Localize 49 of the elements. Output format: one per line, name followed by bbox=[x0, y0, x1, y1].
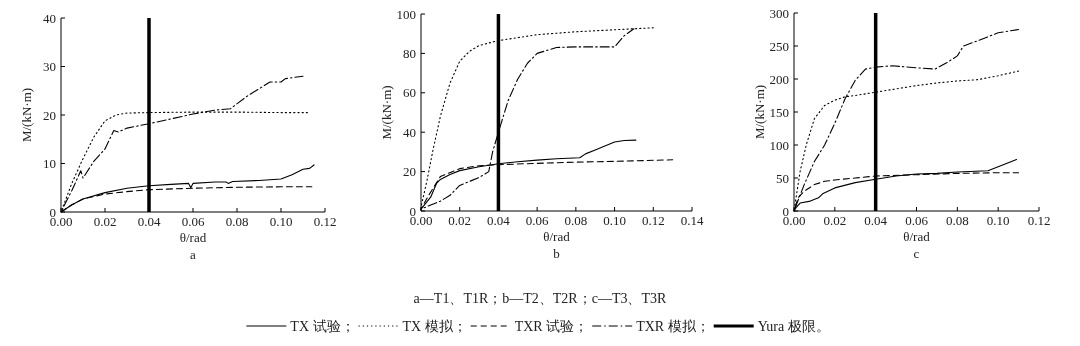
x-tick-label: 0.08 bbox=[564, 213, 588, 228]
legend-label: Yura 极限。 bbox=[757, 319, 830, 334]
x-tick-label: 0.12 bbox=[313, 214, 337, 229]
y-tick-label: 30 bbox=[43, 59, 56, 74]
y-tick-label: 50 bbox=[776, 170, 789, 186]
x-tick-label: 0.06 bbox=[181, 214, 205, 229]
text: c bbox=[913, 246, 920, 261]
legend-label: TXR 试验； bbox=[514, 319, 589, 334]
y-tick-label: 250 bbox=[769, 38, 789, 54]
x-axis-title: θ/rad bbox=[179, 230, 207, 245]
x-tick-label: 0.04 bbox=[487, 213, 511, 228]
x-tick-label: 0.02 bbox=[448, 213, 472, 228]
x-tick-label: 0.06 bbox=[905, 213, 929, 228]
y-axis-title: M/(kN·m) bbox=[752, 84, 767, 140]
x-tick-label: 0.12 bbox=[1027, 213, 1051, 228]
y-tick-label: 100 bbox=[396, 6, 416, 22]
legend-label: TX 模拟； bbox=[402, 319, 467, 334]
x-tick-label: 0.02 bbox=[823, 213, 847, 228]
y-tick-label: 20 bbox=[403, 164, 416, 180]
x-tick-label: 0.02 bbox=[93, 214, 117, 229]
x-tick-label: 0.14 bbox=[680, 213, 704, 228]
x-tick-label: 0.12 bbox=[641, 213, 665, 228]
legend-label: TX 试验； bbox=[290, 319, 355, 334]
x-axis-title: θ/rad bbox=[543, 229, 571, 244]
x-tick-label: 0.04 bbox=[864, 213, 888, 228]
y-tick-label: 40 bbox=[403, 124, 416, 140]
y-tick-label: 40 bbox=[43, 10, 56, 26]
x-tick-label: 0.08 bbox=[945, 213, 969, 228]
y-tick-label: 20 bbox=[43, 107, 56, 123]
x-axis-title: θ/rad bbox=[903, 229, 931, 244]
y-tick-label: 10 bbox=[43, 156, 56, 171]
y-tick-label: 100 bbox=[769, 137, 789, 153]
text: a bbox=[190, 247, 197, 262]
y-tick-label: 200 bbox=[769, 71, 789, 87]
y-axis-title: M/(kN·m) bbox=[19, 87, 34, 143]
y-tick-label: 300 bbox=[769, 5, 789, 21]
y-tick-label: 150 bbox=[769, 104, 789, 120]
x-tick-label: 0.10 bbox=[603, 213, 626, 228]
x-tick-label: 0.08 bbox=[225, 214, 249, 229]
y-tick-label: 60 bbox=[403, 85, 416, 101]
text: a—T1、T1R；b—T2、T2R；c—T3、T3R bbox=[413, 291, 668, 306]
x-tick-label: 0.04 bbox=[137, 214, 161, 229]
x-tick-label: 0.06 bbox=[525, 213, 550, 228]
text: b bbox=[553, 246, 560, 261]
y-tick-label: 80 bbox=[403, 45, 416, 61]
x-tick-label: 0.10 bbox=[269, 214, 293, 229]
x-tick-label: 0.10 bbox=[986, 213, 1010, 228]
legend-label: TXR 模拟； bbox=[636, 319, 710, 334]
y-axis-title: M/(kN·m) bbox=[379, 85, 394, 140]
